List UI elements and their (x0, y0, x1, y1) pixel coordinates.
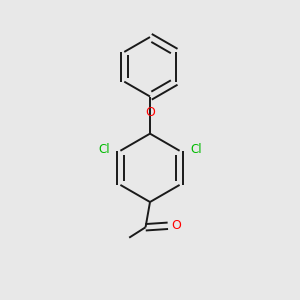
Text: O: O (145, 106, 155, 118)
Text: O: O (171, 219, 181, 232)
Text: Cl: Cl (98, 143, 110, 156)
Text: Cl: Cl (190, 143, 202, 156)
